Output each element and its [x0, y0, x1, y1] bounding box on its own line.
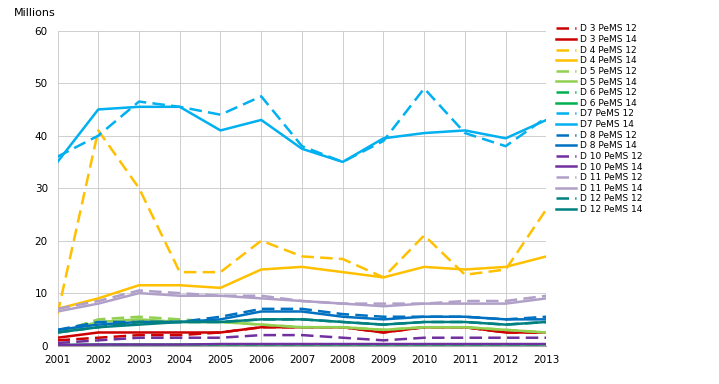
- Legend: D 3 PeMS 12, D 3 PeMS 14, D 4 PeMS 12, D 4 PeMS 14, D 5 PeMS 12, D 5 PeMS 14, D : D 3 PeMS 12, D 3 PeMS 14, D 4 PeMS 12, D…: [557, 25, 642, 214]
- Text: Millions: Millions: [14, 8, 55, 18]
